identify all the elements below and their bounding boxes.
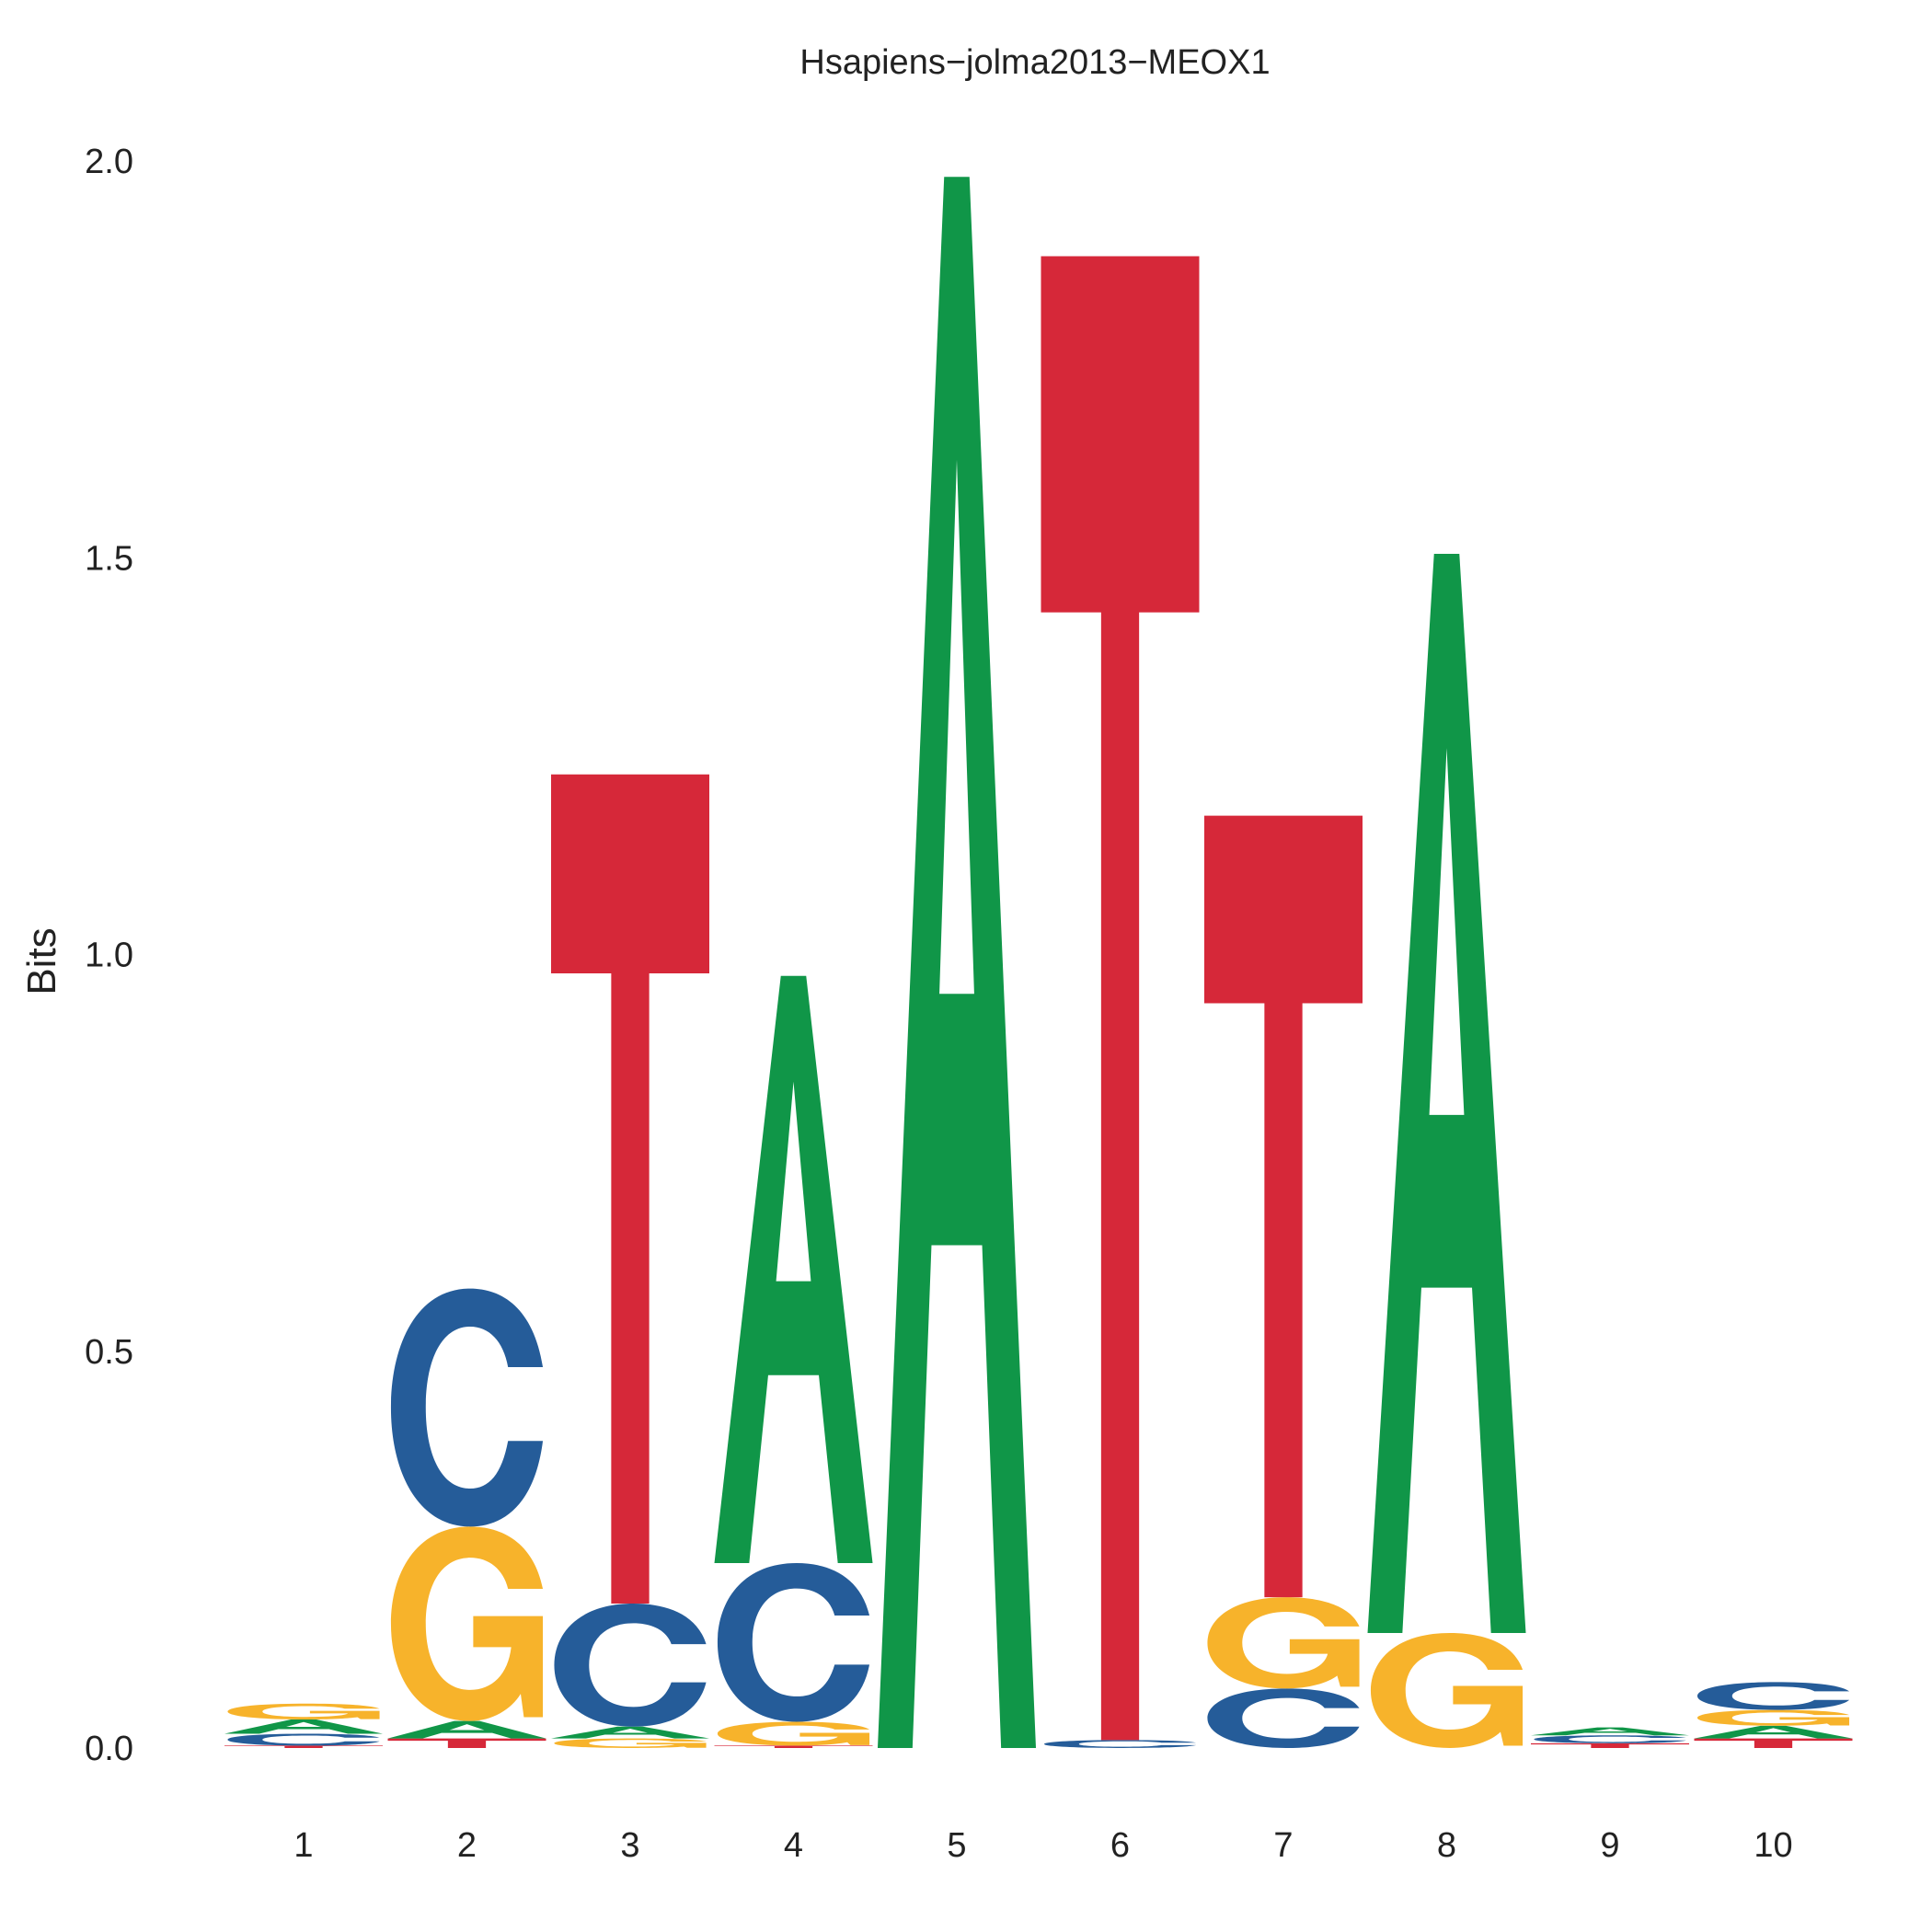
letter-c-glyph <box>554 1604 707 1727</box>
x-tick-label: 8 <box>1437 1826 1456 1865</box>
y-axis-ticks: 0.0 0.5 1.0 1.5 2.0 <box>85 143 133 1768</box>
letter-a-glyph <box>1531 1727 1689 1736</box>
logo-column <box>1367 553 1526 1748</box>
letter-a-glyph <box>551 1726 709 1739</box>
x-tick-label: 4 <box>784 1826 803 1865</box>
x-tick-label: 3 <box>620 1826 639 1865</box>
logo-column <box>878 177 1036 1748</box>
y-axis-label: Bits <box>19 927 64 995</box>
letter-g-glyph <box>1696 1709 1850 1726</box>
logo-column <box>387 1288 546 1748</box>
letter-c-glyph <box>1696 1682 1850 1710</box>
x-tick-label: 2 <box>457 1826 477 1865</box>
x-tick-label: 1 <box>293 1826 313 1865</box>
x-tick-label: 9 <box>1600 1826 1619 1865</box>
x-axis-ticks: 1 2 3 4 5 6 7 8 9 10 <box>293 1826 1792 1865</box>
letter-t-glyph <box>1694 1738 1853 1748</box>
letter-t-glyph <box>551 774 709 1604</box>
letter-c-glyph <box>1043 1740 1197 1748</box>
letter-t-glyph <box>1204 815 1363 1598</box>
logo-column <box>1041 256 1200 1748</box>
letter-a-glyph <box>1367 553 1526 1633</box>
x-tick-label: 7 <box>1273 1826 1293 1865</box>
letter-c-glyph <box>1534 1735 1686 1743</box>
letter-c-glyph <box>1207 1688 1360 1748</box>
logo-column <box>224 1703 383 1748</box>
letter-t-glyph <box>1041 256 1200 1741</box>
letter-g-glyph <box>554 1738 707 1748</box>
letter-a-glyph <box>1694 1725 1853 1739</box>
y-tick-label: 0.5 <box>85 1333 133 1372</box>
letter-t-glyph <box>387 1738 546 1748</box>
logo-column <box>1694 1682 1853 1748</box>
logo-stacks <box>224 177 1853 1748</box>
chart-title: Hsapiens−jolma2013−MEOX1 <box>799 43 1270 82</box>
letter-a-glyph <box>387 1720 546 1739</box>
letter-c-glyph <box>390 1288 544 1527</box>
letter-c-glyph <box>227 1733 380 1746</box>
logo-column <box>714 975 873 1748</box>
letter-t-glyph <box>1531 1742 1689 1748</box>
letter-a-glyph <box>878 177 1036 1748</box>
logo-column <box>1204 815 1363 1748</box>
y-tick-label: 1.0 <box>85 937 133 975</box>
x-tick-label: 10 <box>1754 1826 1792 1865</box>
letter-c-glyph <box>717 1563 870 1722</box>
letter-g-glyph <box>717 1721 870 1746</box>
letter-g-glyph <box>1207 1597 1360 1689</box>
letter-a-glyph <box>714 975 873 1564</box>
letter-g-glyph <box>390 1526 544 1721</box>
logo-column <box>1531 1727 1689 1748</box>
x-tick-label: 5 <box>947 1826 966 1865</box>
y-tick-label: 1.5 <box>85 539 133 578</box>
letter-t-glyph <box>714 1745 873 1748</box>
letter-g-glyph <box>227 1703 380 1719</box>
x-tick-label: 6 <box>1110 1826 1130 1865</box>
letter-a-glyph <box>224 1719 383 1734</box>
letter-t-glyph <box>224 1745 383 1748</box>
logo-column <box>551 774 709 1748</box>
letter-g-glyph <box>1370 1632 1524 1748</box>
y-tick-label: 2.0 <box>85 143 133 181</box>
y-tick-label: 0.0 <box>85 1730 133 1768</box>
